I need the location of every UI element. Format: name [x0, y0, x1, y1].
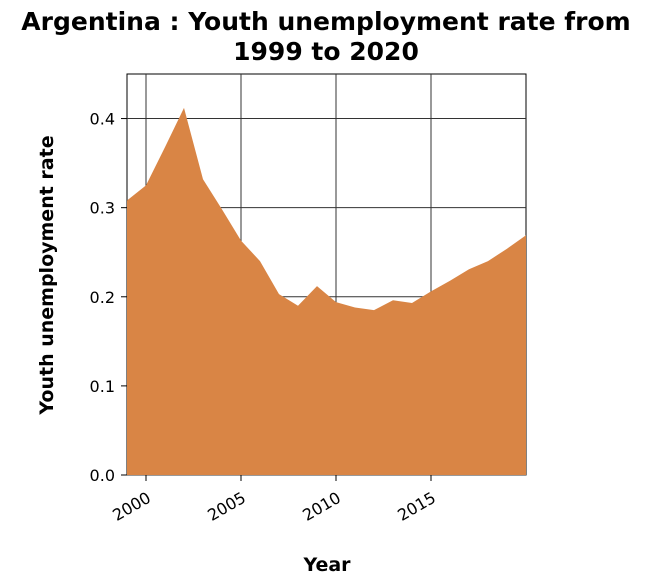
chart-title-line-1: Argentina : Youth unemployment rate from — [21, 7, 630, 36]
x-tick-label-2: 2010 — [299, 488, 344, 525]
plot-area: 0.0 0.1 0.2 0.3 0.4 2000 2005 2010 2015 — [90, 73, 527, 525]
y-tick-label-0: 0.0 — [90, 466, 115, 485]
x-tick-label-3: 2015 — [394, 488, 439, 525]
y-axis-label: Youth unemployment rate — [36, 135, 58, 415]
y-tick-label-1: 0.1 — [90, 377, 115, 396]
chart-title-line-2: 1999 to 2020 — [233, 37, 419, 66]
y-tick-label-2: 0.2 — [90, 288, 115, 307]
y-tick-label-4: 0.4 — [90, 110, 115, 129]
area-series-0 — [127, 107, 526, 476]
x-tick-label-0: 2000 — [109, 488, 154, 525]
x-axis-label: Year — [302, 554, 351, 576]
x-tick-label-1: 2005 — [204, 488, 249, 525]
y-tick-label-3: 0.3 — [90, 199, 115, 218]
